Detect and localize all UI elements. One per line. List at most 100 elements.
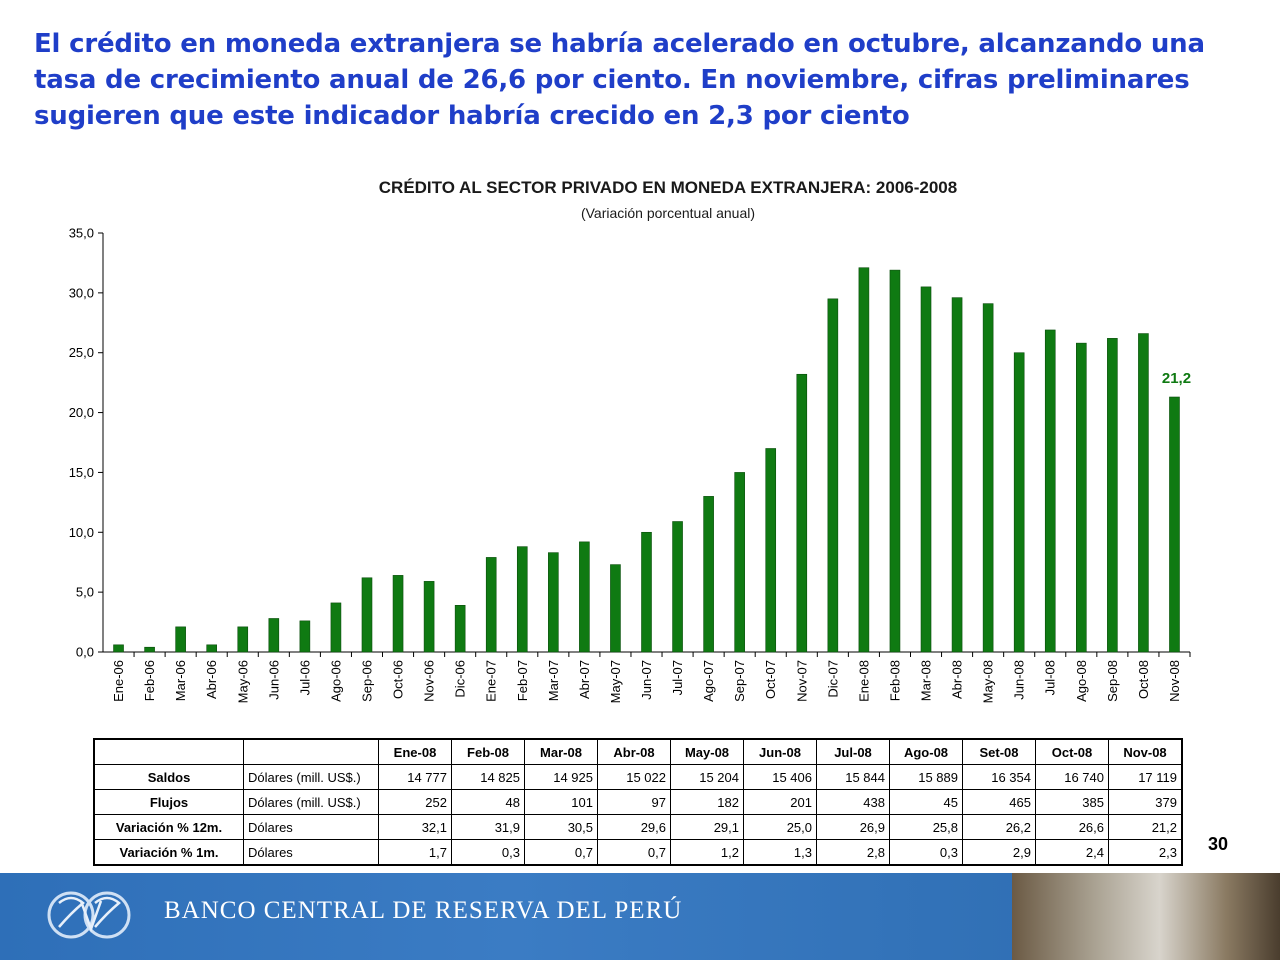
table-cell: 48 bbox=[451, 789, 525, 815]
x-tick-label-may-07: May-07 bbox=[608, 660, 623, 703]
table-cell: 2,9 bbox=[962, 839, 1036, 866]
bar-feb-07 bbox=[516, 546, 528, 653]
bar-mar-07 bbox=[548, 552, 559, 653]
table-cell: 252 bbox=[378, 789, 452, 815]
table-cell: 465 bbox=[962, 789, 1036, 815]
x-tick-label-oct-06: Oct-06 bbox=[391, 660, 406, 699]
y-tick-label: 10,0 bbox=[69, 525, 94, 540]
bar-ago-06 bbox=[330, 602, 342, 653]
bar-abr-07 bbox=[579, 541, 590, 653]
table-row-unit: Dólares bbox=[243, 814, 379, 840]
bar-jun-07 bbox=[641, 531, 652, 653]
bars bbox=[113, 267, 1180, 653]
table-cell: 30,5 bbox=[524, 814, 598, 840]
bar-jun-08 bbox=[1013, 352, 1025, 653]
table-col-feb-08: Feb-08 bbox=[451, 738, 525, 765]
x-tick-label-oct-07: Oct-07 bbox=[763, 660, 778, 699]
bar-ago-08 bbox=[1076, 342, 1087, 653]
footer-banner: BANCO CENTRAL DE RESERVA DEL PERÚ bbox=[0, 873, 1280, 960]
table-cell: 385 bbox=[1035, 789, 1109, 815]
y-axis: 0,0 5,0 10,0 15,0 20,0 25,0 30,0 35,0 bbox=[69, 226, 1190, 660]
bar-ago-07 bbox=[703, 496, 714, 653]
bar-mar-06 bbox=[175, 626, 186, 653]
table-col-jun-08: Jun-08 bbox=[743, 738, 817, 765]
x-tick-label-nov-06: Nov-06 bbox=[422, 660, 437, 702]
x-tick-label-mar-06: Mar-06 bbox=[173, 660, 188, 701]
bar-jul-06 bbox=[299, 620, 311, 653]
table-row: Flujos Dólares (mill. US$.) 252 48 101 97 182 2… bbox=[93, 789, 1183, 815]
y-tick-label: 0,0 bbox=[76, 645, 94, 660]
table-col-set-08: Set-08 bbox=[962, 738, 1036, 765]
y-tick-label: 25,0 bbox=[69, 345, 94, 360]
x-tick-label-ago-07: Ago-07 bbox=[701, 660, 716, 702]
table-cell: 182 bbox=[670, 789, 744, 815]
bar-oct-07 bbox=[765, 448, 777, 653]
x-tick-label-oct-08: Oct-08 bbox=[1136, 660, 1151, 699]
table-col-abr-08: Abr-08 bbox=[597, 738, 671, 765]
bar-nov-07 bbox=[796, 373, 808, 653]
bar-ene-08 bbox=[858, 267, 870, 653]
table-cell: 0,3 bbox=[889, 839, 963, 866]
y-tick-label: 30,0 bbox=[69, 285, 94, 300]
x-tick-label-abr-06: Abr-06 bbox=[204, 660, 219, 699]
table-cell: 26,6 bbox=[1035, 814, 1109, 840]
bar-jul-08 bbox=[1044, 329, 1056, 653]
y-tick-label: 5,0 bbox=[76, 585, 94, 600]
table-cell: 17 119 bbox=[1108, 764, 1183, 790]
table-row-unit: Dólares bbox=[243, 839, 379, 866]
x-tick-label-nov-08: Nov-08 bbox=[1167, 660, 1182, 702]
table-cell: 379 bbox=[1108, 789, 1183, 815]
x-axis-labels: Ene-06 Feb-06 Mar-06 Abr-06 May-06 Jun-06 Jul-… bbox=[111, 652, 1191, 703]
table-col-mar-08: Mar-08 bbox=[524, 738, 598, 765]
table-cell: 15 204 bbox=[670, 764, 744, 790]
table-cell: 1,2 bbox=[670, 839, 744, 866]
bar-sep-07 bbox=[734, 472, 745, 653]
table-cell: 2,4 bbox=[1035, 839, 1109, 866]
x-tick-label-jun-07: Jun-07 bbox=[639, 660, 654, 700]
x-tick-label-jun-08: Jun-08 bbox=[1012, 660, 1027, 700]
table-row-label: Variación % 1m. bbox=[93, 839, 244, 866]
chart-subtitle: (Variación porcentual anual) bbox=[581, 205, 755, 221]
bar-ene-07 bbox=[485, 557, 497, 653]
table-row-unit: Dólares (mill. US$.) bbox=[243, 789, 379, 815]
table-cell: 0,3 bbox=[451, 839, 525, 866]
x-tick-label-jul-07: Jul-07 bbox=[670, 660, 685, 695]
bar-sep-08 bbox=[1107, 338, 1118, 653]
x-tick-label-abr-08: Abr-08 bbox=[950, 660, 965, 699]
table-cell: 29,6 bbox=[597, 814, 671, 840]
table-col-nov-08: Nov-08 bbox=[1108, 738, 1183, 765]
table-cell: 15 889 bbox=[889, 764, 963, 790]
bar-oct-08 bbox=[1138, 333, 1149, 653]
chart-title: CRÉDITO AL SECTOR PRIVADO EN MONEDA EXTR… bbox=[379, 178, 957, 197]
bar-jun-06 bbox=[268, 618, 280, 653]
bar-jul-07 bbox=[672, 521, 683, 653]
table-body: Saldos Dólares (mill. US$.) 14 777 14 825 14… bbox=[93, 764, 1183, 866]
credit-data-table: Ene-08 Feb-08 Mar-08 Abr-08 May-08 Jun-08 Jul-… bbox=[93, 738, 1183, 866]
x-tick-label-mar-07: Mar-07 bbox=[546, 660, 561, 701]
table-cell: 0,7 bbox=[597, 839, 671, 866]
bar-may-08 bbox=[982, 303, 994, 653]
table-cell: 16 740 bbox=[1035, 764, 1109, 790]
x-tick-label-jun-06: Jun-06 bbox=[266, 660, 281, 700]
table-cell: 14 825 bbox=[451, 764, 525, 790]
x-tick-label-ago-06: Ago-06 bbox=[328, 660, 343, 702]
x-tick-label-may-08: May-08 bbox=[981, 660, 996, 703]
bar-may-07 bbox=[610, 564, 621, 653]
table-cell: 15 844 bbox=[816, 764, 890, 790]
table-col-ago-08: Ago-08 bbox=[889, 738, 963, 765]
x-tick-label-dic-07: Dic-07 bbox=[825, 660, 840, 698]
table-cell: 16 354 bbox=[962, 764, 1036, 790]
table-col-jul-08: Jul-08 bbox=[816, 738, 890, 765]
bar-may-06 bbox=[237, 626, 249, 653]
x-tick-label-feb-07: Feb-07 bbox=[515, 660, 530, 701]
table-cell: 31,9 bbox=[451, 814, 525, 840]
table-cell: 29,1 bbox=[670, 814, 744, 840]
bar-chart: CRÉDITO AL SECTOR PRIVADO EN MONEDA EXTR… bbox=[69, 178, 1191, 703]
footer-photo bbox=[1012, 873, 1280, 960]
bar-feb-06 bbox=[144, 646, 155, 653]
bar-oct-06 bbox=[392, 575, 404, 653]
table-col-ene-08: Ene-08 bbox=[378, 738, 452, 765]
x-tick-label-jul-06: Jul-06 bbox=[297, 660, 312, 695]
y-tick-label: 20,0 bbox=[69, 405, 94, 420]
x-tick-label-ago-08: Ago-08 bbox=[1074, 660, 1089, 702]
